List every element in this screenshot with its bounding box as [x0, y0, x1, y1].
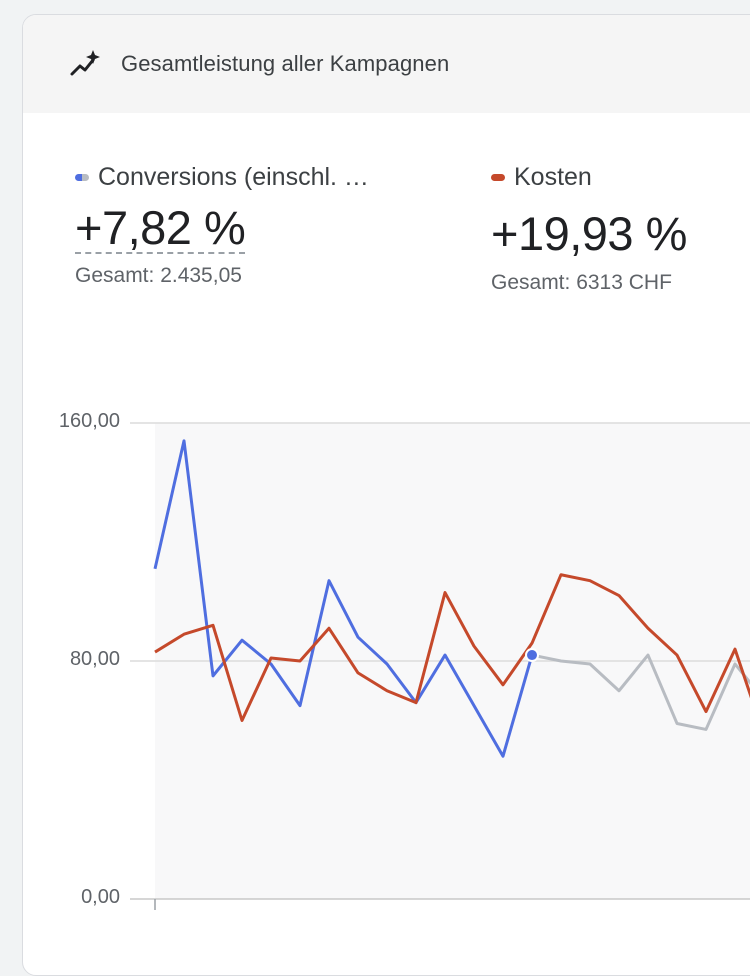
kosten-legend-dot: [491, 174, 505, 181]
card-header: Gesamtleistung aller Kampagnen: [23, 15, 750, 113]
metric-change: +19,93 %: [491, 207, 687, 260]
metric-total: Gesamt: 2.435,05: [75, 264, 242, 287]
y-tick-label: 160,00: [58, 410, 120, 432]
metric-label: Conversions (einschl. …: [98, 163, 369, 191]
trending-up-sparkle-icon: [69, 48, 101, 80]
y-tick-label: 0,00: [81, 886, 120, 908]
conversions-legend-dot: [75, 174, 89, 181]
performance-card: Gesamtleistung aller Kampagnen Conversio…: [22, 14, 750, 976]
metric-kosten[interactable]: Kosten +19,93 % Gesamt: 6313 CHF: [491, 163, 687, 295]
metric-change[interactable]: +7,82 %: [75, 201, 246, 254]
y-tick-label: 80,00: [69, 648, 120, 670]
metric-total: Gesamt: 6313 CHF: [491, 271, 672, 294]
metric-conversions[interactable]: Conversions (einschl. … +7,82 % Gesamt: …: [75, 163, 369, 288]
metric-label: Kosten: [514, 163, 592, 191]
card-title: Gesamtleistung aller Kampagnen: [121, 51, 450, 76]
